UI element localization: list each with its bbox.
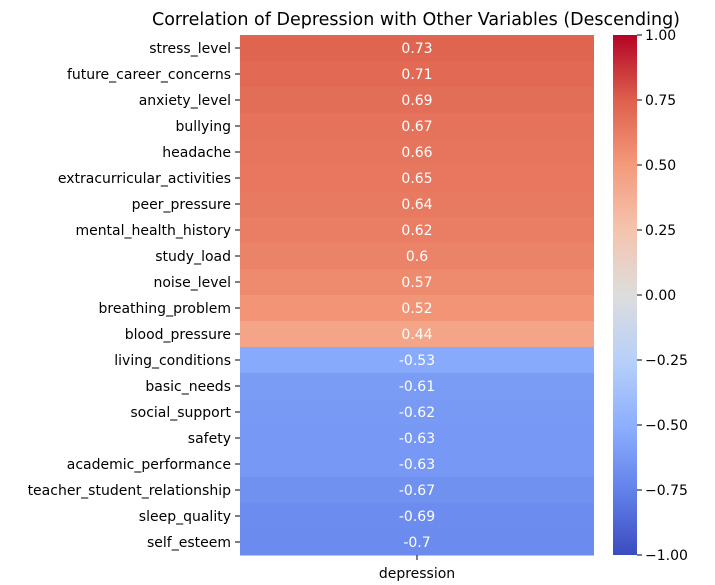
cell-value-label: 0.65 [401, 171, 432, 187]
column-label: depression [379, 566, 455, 582]
row-label: noise_level [153, 275, 231, 291]
cell-value-label: -0.61 [399, 379, 435, 395]
colorbar-tick-label: 0.25 [645, 223, 676, 239]
cell-value-label: 0.67 [401, 119, 432, 135]
row-label: living_conditions [114, 353, 231, 369]
cell-value-label: 0.64 [401, 197, 432, 213]
row-label: safety [188, 431, 231, 447]
row-label: anxiety_level [139, 93, 231, 109]
colorbar-tick-label: −0.75 [645, 483, 688, 499]
row-label: headache [162, 145, 231, 161]
heatmap-cell [240, 399, 594, 426]
cell-value-label: -0.53 [399, 353, 435, 369]
row-label: future_career_concerns [67, 67, 231, 83]
cell-value-label: 0.52 [401, 301, 432, 317]
cell-value-label: -0.69 [399, 509, 435, 525]
row-label: self_esteem [147, 535, 231, 551]
cell-value-label: 0.44 [401, 327, 432, 343]
heatmap-cell [240, 529, 594, 556]
cell-value-label: 0.66 [401, 145, 432, 161]
colorbar-tick-label: −0.25 [645, 353, 688, 369]
column-labels: depression [379, 555, 455, 582]
colorbar-tick-label: −1.00 [645, 548, 688, 564]
heatmap-cell [240, 321, 594, 348]
heatmap: 0.73 0.71 0.69 0.67 0.66 0.65 0.64 0.62 0.6 0.57 0… [240, 35, 594, 556]
heatmap-cell [240, 243, 594, 270]
heatmap-cell [240, 477, 594, 504]
row-label: extracurricular_activities [58, 171, 231, 187]
cell-value-label: 0.6 [406, 249, 428, 265]
heatmap-cell [240, 269, 594, 296]
colorbar-tick-label: 0.75 [645, 93, 676, 109]
cell-value-label: -0.7 [403, 535, 430, 551]
row-label: study_load [155, 249, 231, 265]
heatmap-cell [240, 139, 594, 166]
row-label: stress_level [149, 41, 231, 57]
cell-value-label: 0.71 [401, 67, 432, 83]
colorbar-tick-label: 0.50 [645, 158, 676, 174]
heatmap-cell [240, 165, 594, 192]
cell-value-label: -0.67 [399, 483, 435, 499]
row-label: basic_needs [145, 379, 231, 395]
heatmap-cell [240, 503, 594, 530]
colorbar-tick-label: −0.50 [645, 418, 688, 434]
cell-value-label: 0.57 [401, 275, 432, 291]
colorbar: 1.00 0.75 0.50 0.25 0.00 −0.25 −0.50 −0.75 −1.00 [613, 28, 688, 564]
row-label: breathing_problem [99, 301, 231, 317]
chart-title: Correlation of Depression with Other Var… [152, 10, 680, 30]
heatmap-cell [240, 425, 594, 452]
colorbar-gradient [613, 35, 637, 555]
row-label: bullying [176, 119, 231, 135]
cell-value-label: -0.63 [399, 457, 435, 473]
row-label: mental_health_history [75, 223, 231, 239]
row-label: social_support [130, 405, 231, 421]
row-label: sleep_quality [139, 509, 231, 525]
row-labels: stress_level future_career_concernsanxiet… [28, 41, 240, 551]
heatmap-cell [240, 217, 594, 244]
cell-value-label: 0.69 [401, 93, 432, 109]
heatmap-cell [240, 35, 594, 62]
colorbar-tick-label: 1.00 [645, 28, 676, 44]
heatmap-cell [240, 295, 594, 322]
cell-value-label: 0.62 [401, 223, 432, 239]
heatmap-cell [240, 373, 594, 400]
row-label: peer_pressure [132, 197, 231, 213]
row-label: teacher_student_relationship [28, 483, 232, 499]
heatmap-cell [240, 347, 594, 374]
row-label: blood_pressure [125, 327, 231, 343]
heatmap-cell [240, 451, 594, 478]
heatmap-cell [240, 87, 594, 114]
heatmap-cell [240, 113, 594, 140]
cell-value-label: -0.62 [399, 405, 435, 421]
cell-value-label: 0.73 [401, 41, 432, 57]
heatmap-cell [240, 191, 594, 218]
cell-value-label: -0.63 [399, 431, 435, 447]
row-label: academic_performance [67, 457, 231, 473]
heatmap-cell [240, 61, 594, 88]
colorbar-tick-label: 0.00 [645, 288, 676, 304]
